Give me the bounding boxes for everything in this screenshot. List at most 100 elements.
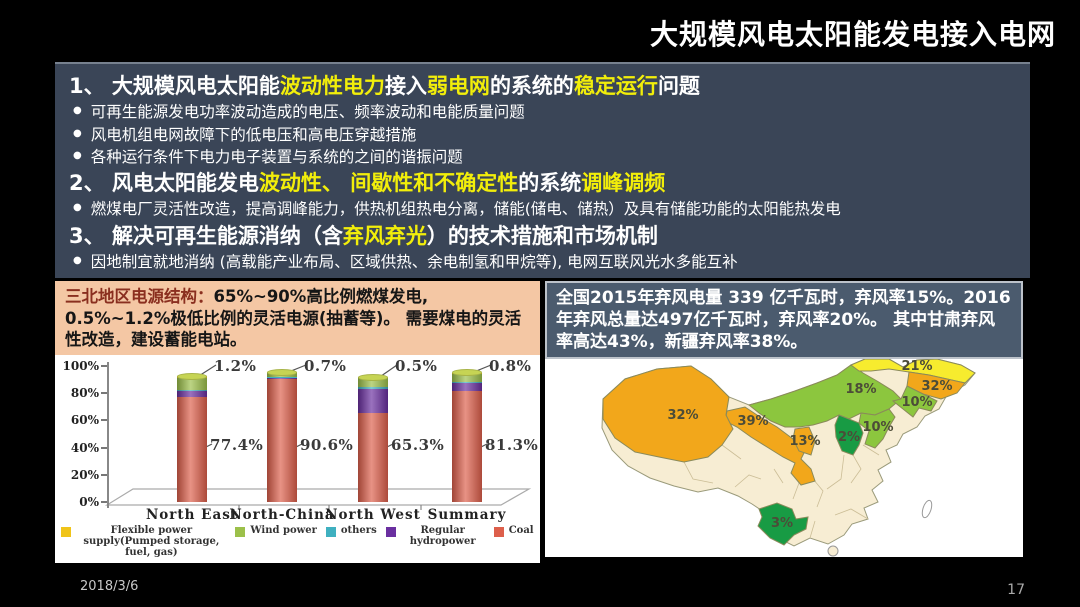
issue-heading: 1、 大规模风电太阳能波动性电力接入弱电网的系统的稳定运行问题 — [69, 70, 1016, 100]
bar-segment-coal — [177, 396, 207, 502]
legend-label: Flexible power supply(Pumped storage, fu… — [83, 525, 220, 558]
page-number: 17 — [1007, 582, 1025, 598]
map-label-shanxi: 2% — [838, 430, 860, 445]
legend-label: others — [340, 525, 377, 536]
coal-share-label: 77.4% — [210, 436, 264, 454]
map-label-jilin: 32% — [921, 379, 952, 394]
y-tick-label: 40% — [70, 440, 99, 455]
legend-swatch — [493, 527, 504, 537]
issue-heading: 2、 风电太阳能发电波动性、 间歇性和不确定性的系统调峰调频 — [69, 167, 1016, 197]
issue-text: 问题 — [657, 74, 700, 98]
map-label-ningxia: 13% — [789, 434, 820, 449]
slide-title: 大规模风电太阳能发电接入电网 — [649, 18, 1056, 51]
issue-bullet: ● 因地制宜就地消纳 (高载能产业布局、区域供热、余电制氢和甲烷等), 电网互联风… — [69, 250, 1016, 272]
province-liaoning — [891, 385, 938, 418]
bar-segment-wind-power — [177, 377, 207, 390]
china-map-svg: 32% 39% 13% 18% 21% 32% 10% 10% 2% 3% — [601, 358, 976, 557]
bar-segment-others — [452, 382, 482, 384]
legend-item: Wind power — [235, 525, 317, 537]
issue-heading: 3、 解决可再生能源消纳（含弃风弃光）的技术措施和市场机制 — [69, 220, 1016, 250]
issue-highlight-text: 弃风弃光 — [342, 223, 427, 248]
legend-label: Wind power — [250, 525, 317, 536]
bar-segment-coal — [358, 413, 388, 502]
legend-label: Regular hydropower — [409, 525, 476, 547]
bar-segment-others — [358, 386, 388, 389]
bar-segment-regular-hydropower — [452, 383, 482, 392]
bar-segment-regular-hydropower — [358, 388, 388, 414]
category-label: North-China — [229, 507, 335, 523]
issue-bullet: ● 可再生能源发电功率波动造成的电压、频率波动和电能质量问题 — [69, 100, 1016, 122]
bar-segment-wind-power — [358, 377, 388, 387]
issue-bullet: ● 燃煤电厂灵活性改造，提高调峰能力，供热机组热电分离，储能(储电、储热）及具有储… — [69, 197, 1016, 219]
bullet-icon: ● — [73, 105, 82, 117]
issue-text: 因地制宜就地消纳 (高载能产业布局、区域供热、余电制氢和甲烷等), 电网互联风光… — [90, 252, 738, 271]
flexible-share-label: 0.7% — [304, 357, 347, 375]
legend-label: Coal — [508, 525, 534, 536]
province-hebei — [858, 408, 896, 449]
map-label-liaoning: 10% — [901, 395, 932, 410]
bullet-icon: ● — [73, 127, 82, 139]
legend-swatch — [61, 527, 72, 537]
issue-bullet: ● 各种运行条件下电力电子装置与系统的之间的谐振问题 — [69, 145, 1016, 167]
hainan-island — [827, 545, 839, 557]
legend-item: Coal — [493, 525, 534, 537]
y-tick-mark — [101, 365, 107, 367]
legend-swatch — [325, 527, 336, 537]
y-axis-line — [107, 362, 109, 508]
issue-text: 接入 — [384, 74, 427, 98]
bar-segment-regular-hydropower — [177, 390, 207, 397]
y-tick-label: 60% — [70, 413, 99, 428]
issue-text: 的系统的 — [489, 74, 574, 98]
y-tick-label: 20% — [70, 467, 99, 482]
right-panel: 全国2015年弃风电量 339 亿千瓦时，弃风率15%。2016年弃风总量达49… — [545, 281, 1023, 557]
y-tick-mark — [101, 446, 107, 449]
flexible-share-label: 1.2% — [214, 357, 257, 375]
bar-top-cap — [358, 373, 388, 381]
legend-item: Flexible power supply(Pumped storage, fu… — [61, 525, 226, 558]
y-tick-mark — [101, 419, 107, 422]
issues-panel: 1、 大规模风电太阳能波动性电力接入弱电网的系统的稳定运行问题 ● 可再生能源发电功… — [55, 62, 1030, 278]
bar-top-cap — [452, 369, 482, 377]
issue-text: 2、 风电太阳能发电 — [69, 171, 259, 196]
province-yunnan — [757, 502, 809, 546]
issue-highlight-text: 调峰调频 — [581, 171, 666, 196]
china-map: 32% 39% 13% 18% 21% 32% 10% 10% 2% 3% — [545, 358, 1023, 557]
bar-segment-coal — [452, 391, 482, 502]
bullet-icon: ● — [73, 149, 82, 161]
y-tick-label: 100% — [62, 359, 99, 373]
issue-text: 1、 大规模风电太阳能 — [69, 74, 280, 98]
flexible-share-label: 0.8% — [489, 357, 532, 375]
issue-highlight-text: 弱电网 — [426, 74, 490, 98]
curtailment-text-box: 全国2015年弃风电量 339 亿千瓦时，弃风率15%。2016年弃风总量达49… — [545, 281, 1023, 359]
issue-text: 3、 解决可再生能源消纳（含 — [69, 223, 343, 248]
map-label-heilongjiang: 21% — [901, 359, 932, 374]
taiwan-island — [921, 499, 933, 519]
province-shanxi — [834, 414, 864, 456]
summary-box: 三北地区电源结构：65%~90%高比例燃煤发电, 0.5%~1.2%极低比例的灵… — [55, 281, 540, 355]
map-label-gansu: 39% — [737, 414, 768, 429]
bar-segment-wind-power — [452, 373, 482, 383]
y-tick-label: 0% — [79, 495, 99, 509]
legend-item: Regular hydropower — [385, 525, 485, 547]
issue-text: 各种运行条件下电力电子装置与系统的之间的谐振问题 — [90, 147, 463, 166]
bar-segment-others — [267, 376, 297, 378]
issue-text: 的系统 — [518, 171, 582, 196]
issue-text: 可再生能源发电功率波动造成的电压、频率波动和电能质量问题 — [90, 103, 525, 122]
province-ningxia — [792, 426, 816, 456]
summary-lead: 三北地区电源结构： — [65, 287, 214, 306]
bullet-icon: ● — [73, 202, 82, 214]
bar-top-cap — [177, 372, 207, 380]
province-xinjiang — [602, 365, 734, 463]
coal-share-label: 81.3% — [485, 436, 539, 454]
legend-swatch — [235, 527, 246, 537]
map-label-inner-mongolia: 18% — [845, 382, 876, 397]
map-label-xinjiang: 32% — [667, 408, 698, 423]
map-label-yunnan: 3% — [771, 516, 793, 531]
y-tick-mark — [101, 473, 107, 476]
footer-date: 2018/3/6 — [80, 579, 139, 594]
issue-text: 风电机组电网故障下的低电压和高电压穿越措施 — [90, 125, 417, 144]
category-label: North East — [145, 507, 239, 523]
province-borders-decorative — [683, 444, 880, 539]
summary-body: 65%~90%高比例燃煤发电, 0.5%~1.2%极低比例的灵活电源(抽蓄等)。… — [65, 287, 522, 349]
